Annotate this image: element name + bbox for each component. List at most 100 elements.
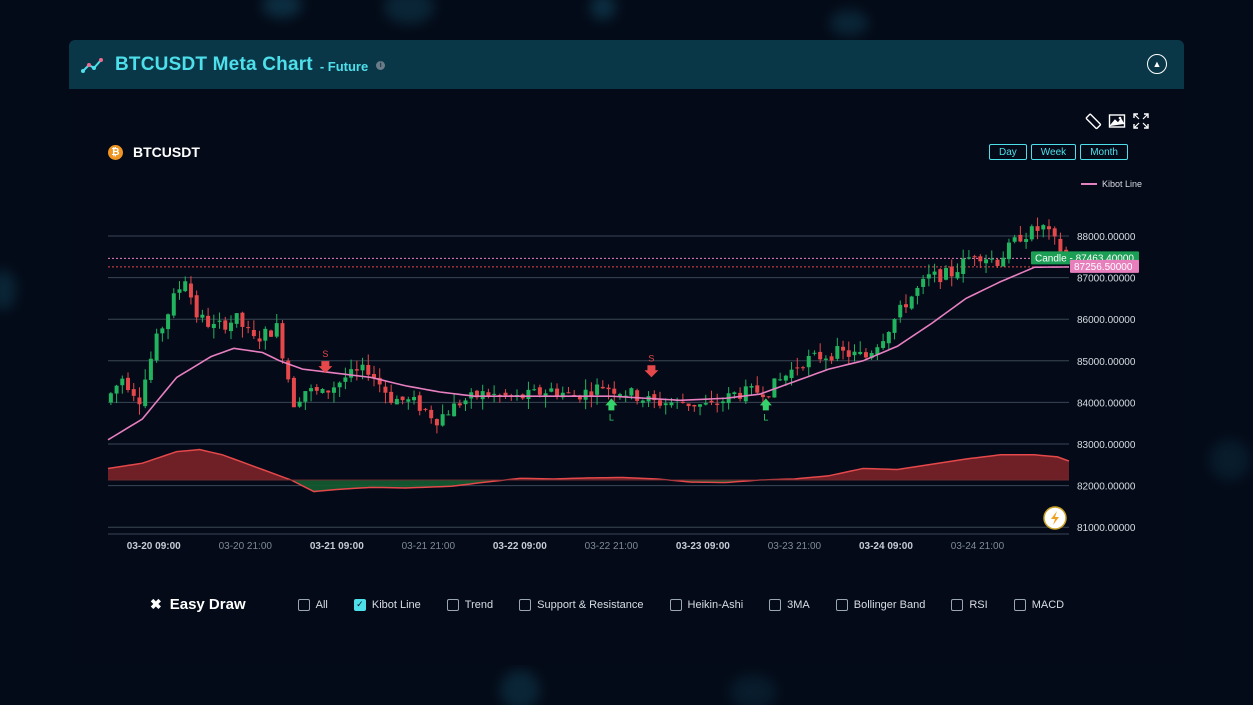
candle-body (692, 404, 697, 407)
sell-arrow-icon (644, 365, 659, 378)
indicator-label: 3MA (787, 598, 810, 611)
candle-body (852, 351, 857, 356)
candle-body (183, 281, 188, 292)
candle-body (955, 272, 960, 279)
indicator-rsi[interactable]: RSI (951, 598, 988, 611)
indicator-checkbox[interactable] (519, 598, 532, 611)
y-tick-label: 81000.00000 (1077, 523, 1136, 534)
candle-body (480, 391, 485, 400)
candle-body (589, 391, 594, 397)
indicator-checkbox[interactable] (769, 598, 782, 611)
page-subtitle: - Future (319, 58, 369, 74)
candle-body (1046, 226, 1051, 230)
indicator-checkbox[interactable]: ✓ (353, 598, 366, 611)
sell-signal-label: S (648, 353, 654, 363)
easy-draw-button[interactable]: ✖ Easy Draw (150, 596, 246, 613)
indicator-macd[interactable]: MACD (1013, 598, 1064, 611)
candle-body (1035, 226, 1040, 231)
candle-body (795, 367, 800, 369)
candle-body (892, 319, 897, 333)
timeframe-day-button[interactable]: Day (989, 144, 1027, 160)
candle-body (972, 256, 977, 258)
candle-price-text: Candle - 87463.40000 (1035, 253, 1134, 264)
candle-body (320, 389, 325, 393)
candle-body (251, 329, 256, 337)
indicator-3ma[interactable]: 3MA (769, 598, 810, 611)
indicator-label: Bollinger Band (853, 598, 926, 611)
ruler-icon[interactable] (1084, 112, 1102, 130)
candle-body (177, 289, 182, 293)
candle-body (818, 351, 823, 360)
candle-body (835, 346, 840, 359)
candle-body (274, 323, 279, 337)
fullscreen-icon[interactable] (1132, 112, 1150, 130)
indicator-checkbox[interactable] (1013, 598, 1026, 611)
candle-body (246, 327, 251, 329)
candle-body (206, 315, 211, 327)
candle-body (583, 389, 588, 400)
candle-body (234, 313, 239, 324)
candle-body (377, 377, 382, 385)
candle-body (228, 322, 233, 332)
indicator-checkbox[interactable] (669, 598, 682, 611)
candle-body (412, 396, 417, 401)
candle-body (440, 414, 445, 426)
chart-legend: Kibot Line (1081, 179, 1142, 189)
candle-body (949, 266, 954, 277)
candle-body (1052, 228, 1057, 237)
candle-body (240, 312, 245, 327)
y-tick-label: 88000.00000 (1077, 232, 1136, 243)
candle-body (658, 400, 663, 406)
candle-body (932, 271, 937, 275)
candle-body (423, 408, 428, 410)
x-tick-label: 03-22 21:00 (585, 541, 639, 550)
candle-body (915, 288, 920, 296)
info-icon[interactable]: i (376, 61, 386, 70)
page-title: BTCUSDT Meta Chart (115, 53, 313, 75)
indicator-label: Kibot Line (371, 598, 421, 611)
candle-body (463, 400, 468, 405)
kibot-legend-swatch (1081, 183, 1097, 185)
candle-body (801, 367, 806, 369)
kibot-price-text: 87256.50000 (1074, 262, 1133, 273)
candle-body (863, 352, 868, 358)
indicator-checkbox[interactable] (446, 598, 459, 611)
timeframe-month-button[interactable]: Month (1080, 144, 1128, 160)
bitcoin-icon: ₿ (108, 144, 123, 160)
y-tick-label: 84000.00000 (1077, 398, 1136, 409)
collapse-button[interactable]: ▲ (1147, 54, 1167, 74)
easy-draw-icon: ✖ (150, 596, 162, 612)
candle-body (829, 356, 834, 361)
candle-body (612, 388, 617, 394)
indicator-checkbox[interactable] (835, 598, 848, 611)
indicator-all[interactable]: All (297, 598, 328, 611)
kibot-legend-label: Kibot Line (1102, 179, 1143, 189)
x-tick-label: 03-23 21:00 (768, 541, 822, 550)
buy-arrow-icon (605, 398, 618, 411)
candle-body (772, 378, 777, 398)
candle-body (217, 320, 222, 322)
candle-body (309, 388, 314, 392)
indicator-checkbox[interactable] (297, 598, 310, 611)
candle-body (549, 388, 554, 392)
timeframe-week-button[interactable]: Week (1030, 144, 1077, 160)
indicator-heikin-ashi[interactable]: Heikin-Ashi (669, 598, 743, 611)
image-icon[interactable] (1108, 112, 1126, 130)
price-chart[interactable]: 88000.00000 87000.00000 86000.00000 85000.0… (69, 40, 1184, 550)
candle-body (131, 389, 136, 396)
indicator-kibot-line[interactable]: ✓ Kibot Line (353, 598, 421, 611)
candle-body (194, 295, 199, 318)
candle-body (1018, 234, 1023, 242)
sell-signal-label: S (322, 349, 328, 359)
candle-body (783, 375, 788, 381)
candle-body (984, 259, 989, 264)
candle-body (978, 256, 983, 262)
indicator-checkbox[interactable] (951, 598, 964, 611)
indicator-bollinger-band[interactable]: Bollinger Band (835, 598, 926, 611)
panel-header: BTCUSDT Meta Chart - Future i ▲ (69, 40, 1184, 89)
indicator-trend[interactable]: Trend (446, 598, 493, 611)
candle-body (337, 382, 342, 388)
oscillator-line (107, 448, 1070, 493)
y-tick-label: 85000.00000 (1077, 357, 1136, 368)
indicator-support-resistance[interactable]: Support & Resistance (519, 598, 644, 611)
